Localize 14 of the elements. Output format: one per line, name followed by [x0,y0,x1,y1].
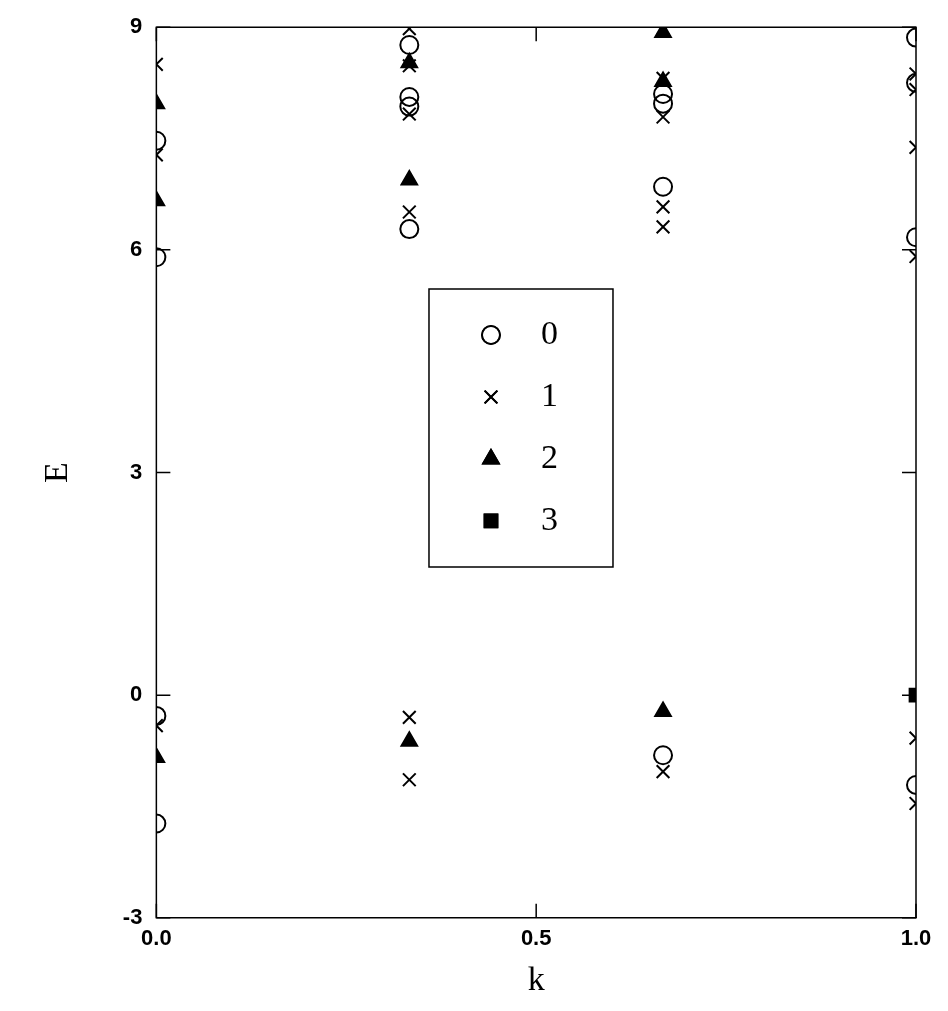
x-axis-title: k [527,959,545,997]
x-tick-label: 0.5 [520,925,552,951]
y-axis-title: E [37,462,75,483]
legend-label: 3 [540,499,558,537]
legend-label: 2 [540,437,558,475]
y-tick-label: 6 [130,235,143,261]
legend-label: 1 [540,375,558,413]
y-tick-label: 3 [130,458,143,484]
y-tick-label: 0 [130,681,143,707]
y-tick-label: 9 [130,13,143,39]
legend-label: 0 [540,313,558,351]
x-tick-label: 0.0 [141,925,172,951]
x-tick-label: 1.0 [900,925,932,951]
y-tick-label: -3 [122,903,143,929]
